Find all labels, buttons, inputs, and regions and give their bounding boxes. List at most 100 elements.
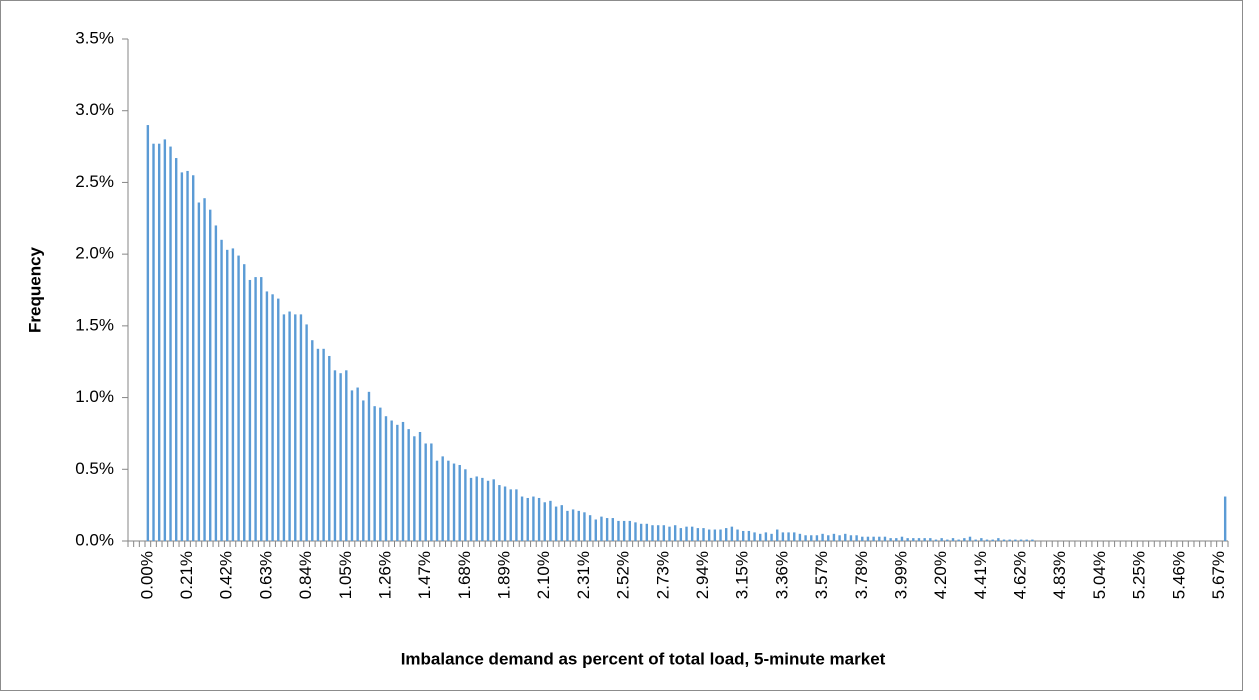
bar xyxy=(560,505,563,541)
bar xyxy=(146,125,150,542)
x-tick-label: 5.25% xyxy=(1130,551,1149,599)
bar xyxy=(339,373,342,541)
bar xyxy=(776,529,779,541)
bar xyxy=(1002,539,1006,541)
bar xyxy=(844,533,847,541)
bar xyxy=(900,536,904,541)
bar xyxy=(157,143,161,541)
bar xyxy=(503,486,507,541)
bar xyxy=(305,324,308,541)
bar xyxy=(923,538,926,541)
bar xyxy=(277,298,280,541)
bar xyxy=(866,536,870,541)
bar xyxy=(617,520,620,541)
bar xyxy=(265,291,269,541)
bar xyxy=(946,539,949,541)
bar xyxy=(742,530,745,541)
bar xyxy=(855,535,858,541)
bar xyxy=(929,538,932,541)
x-tick-label: 3.78% xyxy=(852,551,871,599)
bar xyxy=(821,533,824,541)
bar xyxy=(322,348,325,541)
bar xyxy=(435,460,439,541)
bar xyxy=(747,530,751,541)
bar xyxy=(509,489,512,541)
bar xyxy=(1008,539,1011,541)
bar xyxy=(492,479,495,541)
bar xyxy=(906,538,909,541)
y-tick-label: 1.5% xyxy=(75,315,114,334)
bar xyxy=(282,314,286,541)
y-tick-label: 2.0% xyxy=(75,244,114,263)
bar xyxy=(702,528,705,541)
bar xyxy=(520,496,524,541)
bar xyxy=(554,506,558,541)
bar xyxy=(878,536,881,541)
bar xyxy=(481,477,484,541)
x-tick-label: 3.36% xyxy=(772,551,791,599)
bar xyxy=(152,143,155,541)
bar xyxy=(724,528,728,541)
bar xyxy=(600,516,603,541)
bar xyxy=(486,480,490,541)
bar xyxy=(384,416,388,541)
x-tick-label: 3.99% xyxy=(891,551,910,599)
x-tick-label: 2.94% xyxy=(693,551,712,599)
bar xyxy=(532,496,535,541)
bar xyxy=(838,535,841,541)
bar xyxy=(254,277,257,541)
bar xyxy=(605,518,609,541)
bar xyxy=(373,406,376,541)
bar xyxy=(367,391,371,541)
bar xyxy=(515,489,518,541)
bar xyxy=(192,175,195,541)
bar xyxy=(186,170,189,541)
bar xyxy=(180,172,184,542)
bar xyxy=(1025,539,1028,541)
bar xyxy=(248,279,252,541)
y-tick-label: 3.5% xyxy=(75,28,114,47)
bar xyxy=(980,538,983,541)
bar xyxy=(651,525,654,541)
x-tick-label: 0.42% xyxy=(217,551,236,599)
bar xyxy=(356,387,359,541)
bar xyxy=(957,539,960,541)
x-tick-label: 1.47% xyxy=(415,551,434,599)
bar xyxy=(169,146,172,542)
bar xyxy=(764,532,768,541)
bar xyxy=(668,526,671,541)
y-tick-label: 1.0% xyxy=(75,387,114,406)
bar xyxy=(526,497,529,541)
chart-frame xyxy=(0,0,1243,691)
x-tick-label: 4.62% xyxy=(1011,551,1030,599)
bar xyxy=(549,500,552,541)
bar xyxy=(469,477,473,541)
bar xyxy=(895,538,898,541)
bar xyxy=(316,348,320,541)
x-tick-label: 3.15% xyxy=(733,551,752,599)
bar xyxy=(594,519,597,541)
x-tick-label: 5.46% xyxy=(1169,551,1188,599)
bar xyxy=(1223,496,1227,541)
bar xyxy=(736,529,739,541)
x-tick-label: 2.10% xyxy=(534,551,553,599)
bar xyxy=(639,523,643,541)
x-tick-label: 0.00% xyxy=(137,551,156,599)
bar xyxy=(379,407,382,541)
bar xyxy=(441,456,444,541)
bar xyxy=(396,424,399,541)
bar xyxy=(333,370,337,541)
bar xyxy=(719,529,722,541)
x-tick-label: 5.67% xyxy=(1209,551,1228,599)
bar xyxy=(793,532,796,541)
bar xyxy=(810,535,813,541)
bar xyxy=(1019,539,1023,541)
bar xyxy=(685,526,688,541)
bar xyxy=(418,431,422,541)
x-tick-label: 3.57% xyxy=(812,551,831,599)
y-tick-label: 2.5% xyxy=(75,172,114,191)
x-tick-label: 0.84% xyxy=(296,551,315,599)
x-tick-label: 1.05% xyxy=(336,551,355,599)
bar xyxy=(458,464,461,541)
